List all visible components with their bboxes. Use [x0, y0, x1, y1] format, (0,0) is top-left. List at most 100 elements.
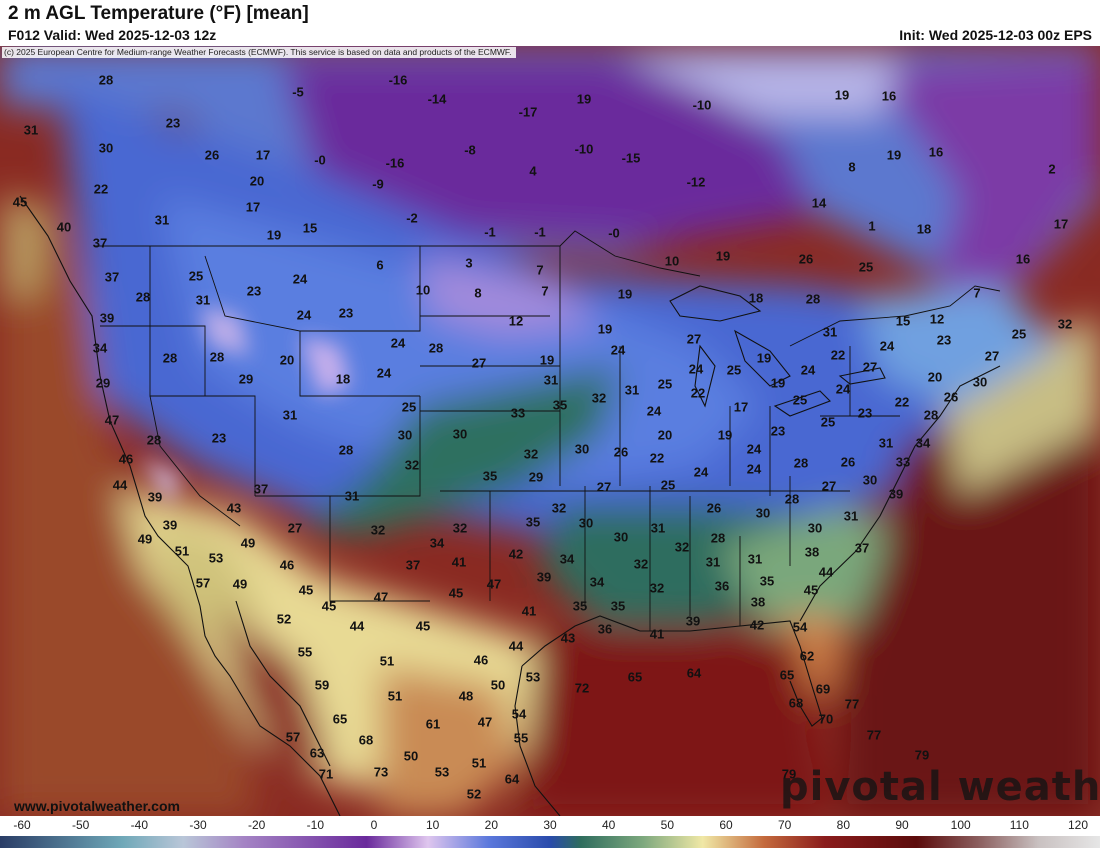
- temperature-value: 32: [592, 390, 606, 405]
- temperature-value: -1: [534, 224, 546, 239]
- temperature-value: 32: [675, 539, 689, 554]
- temperature-value: 25: [821, 414, 835, 429]
- temperature-value: 27: [863, 359, 877, 374]
- temperature-value: 54: [793, 619, 808, 634]
- temperature-value: 22: [691, 385, 705, 400]
- temperature-value: 14: [812, 195, 827, 210]
- temperature-value: 24: [836, 381, 851, 396]
- website-link[interactable]: www.pivotalweather.com: [14, 798, 180, 814]
- temperature-value: 30: [614, 529, 628, 544]
- temperature-value: 24: [747, 461, 762, 476]
- temperature-value: 35: [760, 573, 774, 588]
- temperature-value: -16: [386, 155, 405, 170]
- temperature-value: 46: [280, 557, 294, 572]
- temperature-value: 19: [771, 375, 785, 390]
- temperature-value: 30: [863, 472, 877, 487]
- temperature-value: 10: [416, 282, 430, 297]
- colorbar-tick: 40: [601, 818, 616, 832]
- temperature-value: 27: [687, 331, 701, 346]
- temperature-value: 24: [611, 342, 626, 357]
- temperature-value: -0: [314, 152, 326, 167]
- colorbar-tick-labels: -60 -50 -40 -30 -20 -10 0 10 20 30 40 50 60 70 80 90 100…: [0, 818, 1100, 834]
- temperature-value: 26: [944, 389, 958, 404]
- temperature-value: 47: [105, 412, 119, 427]
- temperature-value: 26: [799, 251, 813, 266]
- temperature-value: 36: [715, 578, 729, 593]
- temperature-value: 23: [858, 405, 872, 420]
- temperature-value: 26: [205, 147, 219, 162]
- temperature-value: 25: [793, 392, 807, 407]
- temperature-value: 55: [298, 644, 312, 659]
- temperature-value: 37: [855, 540, 869, 555]
- temperature-value: 31: [283, 407, 297, 422]
- temperature-value: 44: [819, 564, 834, 579]
- colorbar-tick: 50: [660, 818, 675, 832]
- temperature-value: 31: [24, 122, 38, 137]
- temperature-value: 35: [553, 397, 567, 412]
- temperature-field: [0, 46, 1100, 816]
- temperature-value: 70: [819, 711, 833, 726]
- temperature-value: 31: [879, 435, 893, 450]
- colorbar-tick: -60: [13, 818, 31, 832]
- temperature-value: 39: [100, 310, 114, 325]
- colorbar-tick: 20: [484, 818, 499, 832]
- temperature-value: 31: [748, 551, 762, 566]
- temperature-value: 43: [561, 630, 575, 645]
- temperature-value: 33: [511, 405, 525, 420]
- temperature-value: 32: [405, 457, 419, 472]
- temperature-value: 64: [505, 771, 520, 786]
- temperature-value: 27: [985, 348, 999, 363]
- temperature-value: 33: [896, 454, 910, 469]
- temperature-value: 16: [1016, 251, 1030, 266]
- temperature-value: 20: [280, 352, 294, 367]
- temperature-value: 72: [575, 680, 589, 695]
- colorbar-tick: -10: [306, 818, 324, 832]
- temperature-value: 47: [487, 576, 501, 591]
- temperature-value: 65: [628, 669, 642, 684]
- temperature-value: 18: [917, 221, 931, 236]
- temperature-value: -12: [687, 174, 706, 189]
- temperature-value: 31: [823, 324, 837, 339]
- temperature-value: 41: [522, 603, 536, 618]
- temperature-value: 3: [465, 255, 472, 270]
- temperature-value: 17: [734, 399, 748, 414]
- temperature-value: 25: [661, 477, 675, 492]
- temperature-value: 32: [524, 446, 538, 461]
- valid-time: F012 Valid: Wed 2025-12-03 12z: [8, 27, 217, 43]
- temperature-value: 34: [93, 340, 108, 355]
- temperature-value: 63: [310, 745, 324, 760]
- temperature-value: 30: [973, 374, 987, 389]
- temperature-value: 32: [552, 500, 566, 515]
- copyright-notice: (c) 2025 European Centre for Medium-rang…: [2, 47, 516, 58]
- temperature-value: 59: [315, 677, 329, 692]
- temperature-value: 28: [99, 72, 113, 87]
- temperature-value: 30: [453, 426, 467, 441]
- temperature-value: 17: [246, 199, 260, 214]
- temperature-value: 35: [611, 598, 625, 613]
- colorbar-tick: 80: [836, 818, 851, 832]
- temperature-value: 24: [880, 338, 895, 353]
- temperature-value: 15: [303, 220, 317, 235]
- temperature-value: 47: [374, 589, 388, 604]
- temperature-value: 31: [844, 508, 858, 523]
- temperature-value: 45: [449, 585, 463, 600]
- temperature-value: 65: [780, 667, 794, 682]
- temperature-value: -10: [575, 141, 594, 156]
- temperature-value: 37: [406, 557, 420, 572]
- temperature-value: 41: [650, 626, 664, 641]
- temperature-value: -17: [519, 104, 538, 119]
- temperature-value: 55: [514, 730, 528, 745]
- temperature-value: 19: [887, 147, 901, 162]
- temperature-value: 24: [647, 403, 662, 418]
- temperature-map[interactable]: 28 -16 -14 19 -5 -10 19 16 31 23 -17 30 26 17 -0 -16 -8-…: [0, 46, 1100, 816]
- temperature-value: 40: [57, 219, 71, 234]
- temperature-value: 45: [13, 194, 27, 209]
- temperature-value: 12: [509, 313, 523, 328]
- temperature-value: 19: [718, 427, 732, 442]
- temperature-value: 62: [800, 648, 814, 663]
- map-title: 2 m AGL Temperature (°F) [mean]: [8, 3, 309, 24]
- temperature-value: 41: [452, 554, 466, 569]
- temperature-value: 19: [598, 321, 612, 336]
- temperature-value: 32: [1058, 316, 1072, 331]
- temperature-value: 24: [694, 464, 709, 479]
